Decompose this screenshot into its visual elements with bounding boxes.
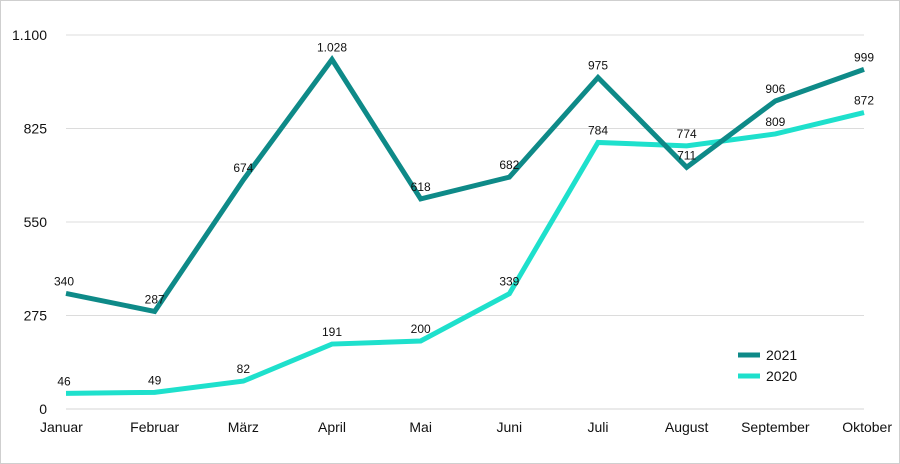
data-label: 191 bbox=[322, 325, 342, 339]
x-tick-label: September bbox=[741, 419, 810, 435]
legend-label: 2021 bbox=[766, 347, 797, 363]
data-label: 618 bbox=[411, 180, 431, 194]
x-tick-label: Juni bbox=[496, 419, 522, 435]
series-line-2021 bbox=[65, 55, 865, 315]
x-tick-label: Juli bbox=[587, 419, 608, 435]
data-label: 82 bbox=[237, 362, 251, 376]
data-label: 975 bbox=[588, 59, 608, 73]
y-tick-label: 0 bbox=[39, 401, 47, 417]
y-tick-label: 550 bbox=[24, 214, 48, 230]
x-tick-label: Oktober bbox=[842, 419, 892, 435]
y-tick-label: 1.100 bbox=[12, 27, 47, 43]
series-line-2020 bbox=[65, 110, 865, 396]
data-label: 200 bbox=[411, 322, 431, 336]
data-label: 287 bbox=[145, 292, 165, 306]
y-tick-label: 825 bbox=[24, 121, 48, 137]
data-label: 340 bbox=[54, 274, 74, 288]
data-label: 49 bbox=[148, 373, 162, 387]
x-tick-label: August bbox=[665, 419, 709, 435]
data-label: 46 bbox=[57, 374, 71, 388]
data-label: 1.028 bbox=[317, 40, 347, 54]
x-tick-label: Mai bbox=[409, 419, 432, 435]
x-tick-label: April bbox=[318, 419, 346, 435]
x-tick-label: Januar bbox=[40, 419, 83, 435]
data-label: 674 bbox=[233, 161, 253, 175]
data-label: 784 bbox=[588, 123, 608, 137]
data-label: 682 bbox=[499, 158, 519, 172]
data-label: 711 bbox=[677, 148, 696, 162]
data-label: 906 bbox=[765, 82, 785, 96]
data-label: 809 bbox=[765, 115, 785, 129]
x-tick-label: März bbox=[228, 419, 259, 435]
data-label: 872 bbox=[854, 94, 874, 108]
data-label: 999 bbox=[854, 50, 874, 64]
data-label: 774 bbox=[677, 127, 697, 141]
legend-label: 2020 bbox=[766, 368, 797, 384]
x-tick-label: Februar bbox=[130, 419, 179, 435]
y-tick-label: 275 bbox=[24, 308, 48, 324]
data-label: 339 bbox=[499, 275, 519, 289]
